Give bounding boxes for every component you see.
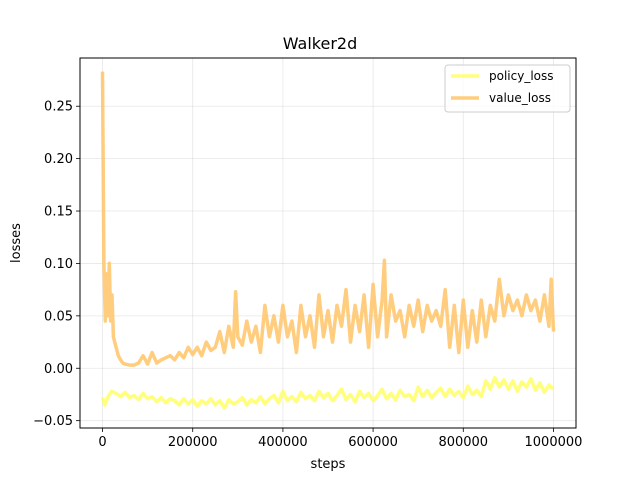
legend-label-value-loss: value_loss [489, 91, 551, 105]
y-axis: −0.05 0.00 0.05 0.10 0.15 0.20 0.25 [33, 100, 80, 429]
x-tick-label: 600000 [348, 435, 398, 450]
series-line-value-loss [100, 71, 556, 367]
grid [80, 58, 576, 428]
x-axis: 0 200000 400000 600000 800000 1000000 [98, 428, 582, 450]
chart-title: Walker2d [283, 34, 358, 53]
y-tick-label: 0.25 [44, 100, 73, 115]
y-axis-title: losses [9, 223, 24, 263]
y-tick-label: 0.10 [44, 257, 73, 272]
plot-area: 0 200000 400000 600000 800000 1000000 −0.05 0.… [33, 57, 582, 450]
y-tick-label: 0.15 [44, 205, 73, 220]
x-tick-label: 200000 [168, 435, 218, 450]
x-axis-title: steps [311, 457, 346, 472]
x-tick-label: 0 [98, 435, 106, 450]
y-tick-label: 0.00 [44, 362, 73, 377]
x-tick-label: 800000 [438, 435, 488, 450]
y-tick-label: 0.20 [44, 152, 73, 167]
series-line-policy-loss [100, 375, 555, 410]
x-tick-label: 1000000 [525, 435, 583, 450]
plot-frame [79, 57, 577, 429]
x-tick-label: 400000 [258, 435, 308, 450]
y-tick-label: −0.05 [33, 414, 73, 429]
series-layer [100, 71, 556, 410]
legend: policy_loss value_loss [444, 64, 571, 113]
y-tick-label: 0.05 [44, 309, 73, 324]
legend-label-policy-loss: policy_loss [489, 69, 554, 83]
